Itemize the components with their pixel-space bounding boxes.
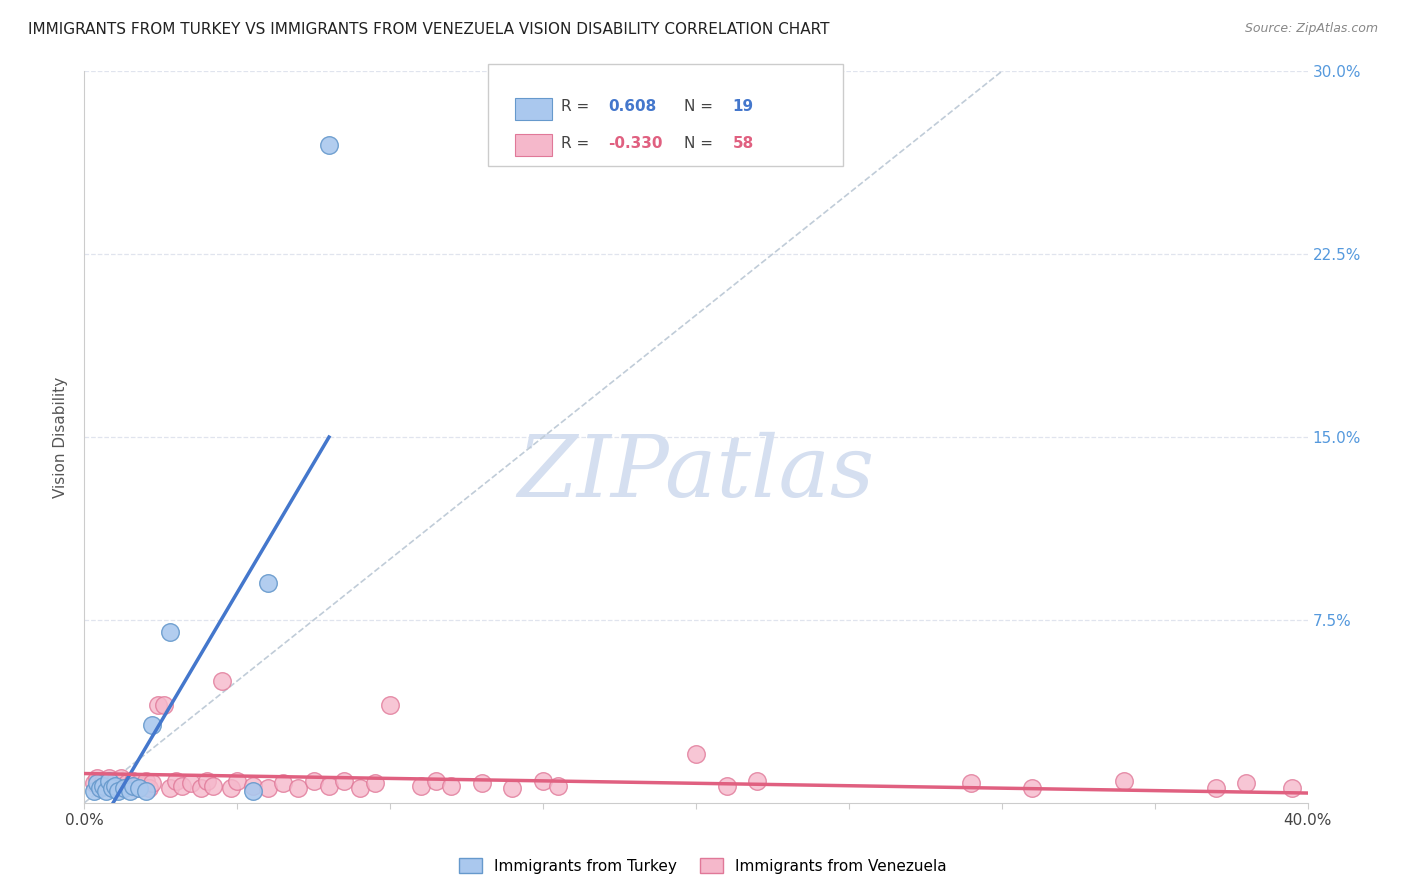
Point [531, 773, 554, 788]
Text: N =: N = [683, 136, 717, 151]
Point [302, 773, 325, 788]
Point [201, 779, 224, 793]
Point [120, 783, 142, 797]
Point [471, 776, 494, 790]
Point [86, 776, 108, 790]
Point [257, 781, 280, 796]
Text: IMMIGRANTS FROM TURKEY VS IMMIGRANTS FROM VENEZUELA VISION DISABILITY CORRELATIO: IMMIGRANTS FROM TURKEY VS IMMIGRANTS FRO… [28, 22, 830, 37]
Point [409, 779, 432, 793]
FancyBboxPatch shape [515, 135, 551, 156]
Point [716, 779, 738, 793]
Point [318, 779, 340, 793]
Point [135, 783, 157, 797]
Point [104, 779, 127, 793]
Text: ZIPatlas: ZIPatlas [517, 433, 875, 515]
Point [91, 773, 114, 788]
Point [165, 773, 187, 788]
Text: 58: 58 [733, 136, 754, 151]
Point [333, 773, 356, 788]
Point [257, 576, 280, 591]
Point [211, 673, 233, 688]
Point [135, 773, 157, 788]
Text: R =: R = [561, 99, 595, 114]
Point [94, 783, 117, 797]
Point [120, 779, 142, 793]
Point [242, 783, 264, 797]
FancyBboxPatch shape [488, 64, 842, 167]
Point [271, 776, 294, 790]
Point [190, 781, 212, 796]
Point [104, 773, 127, 788]
Point [159, 781, 181, 796]
Point [112, 781, 135, 796]
Point [1021, 781, 1043, 796]
Point [107, 779, 129, 793]
Point [318, 137, 340, 152]
Point [1114, 773, 1136, 788]
Point [128, 776, 150, 790]
Point [101, 781, 124, 796]
Point [380, 698, 402, 713]
Y-axis label: Vision Disability: Vision Disability [53, 376, 69, 498]
Text: -0.330: -0.330 [607, 136, 662, 151]
Point [153, 698, 176, 713]
Point [547, 779, 569, 793]
Point [112, 781, 135, 796]
Point [172, 779, 194, 793]
Point [349, 781, 371, 796]
Point [122, 779, 145, 793]
Point [364, 776, 387, 790]
Point [502, 781, 524, 796]
Legend: Immigrants from Turkey, Immigrants from Venezuela: Immigrants from Turkey, Immigrants from … [453, 852, 953, 880]
Point [195, 773, 218, 788]
Point [128, 781, 150, 796]
Point [180, 776, 202, 790]
Text: R =: R = [561, 136, 595, 151]
Point [110, 772, 132, 786]
Point [89, 781, 111, 796]
Point [141, 776, 163, 790]
FancyBboxPatch shape [515, 98, 551, 120]
Point [97, 772, 120, 786]
Text: Source: ZipAtlas.com: Source: ZipAtlas.com [1244, 22, 1378, 36]
Point [960, 776, 983, 790]
Point [122, 773, 145, 788]
Point [97, 773, 120, 788]
Point [1205, 781, 1227, 796]
Point [141, 718, 163, 732]
Point [219, 781, 242, 796]
Point [131, 779, 153, 793]
Point [685, 747, 707, 761]
Text: N =: N = [683, 99, 717, 114]
Point [440, 779, 463, 793]
Point [101, 781, 124, 796]
Point [125, 781, 148, 796]
Point [146, 698, 169, 713]
Text: 0.608: 0.608 [607, 99, 657, 114]
Point [1281, 781, 1303, 796]
Point [83, 776, 105, 790]
Point [107, 783, 129, 797]
Point [242, 779, 264, 793]
Point [159, 625, 181, 640]
Point [115, 776, 138, 790]
Point [83, 783, 105, 797]
Point [89, 781, 111, 796]
Point [86, 772, 108, 786]
Point [287, 781, 309, 796]
Point [91, 779, 114, 793]
Point [1236, 776, 1258, 790]
Point [747, 773, 769, 788]
Point [94, 779, 117, 793]
Point [226, 773, 249, 788]
Point [138, 781, 160, 796]
Point [425, 773, 447, 788]
Text: 19: 19 [733, 99, 754, 114]
